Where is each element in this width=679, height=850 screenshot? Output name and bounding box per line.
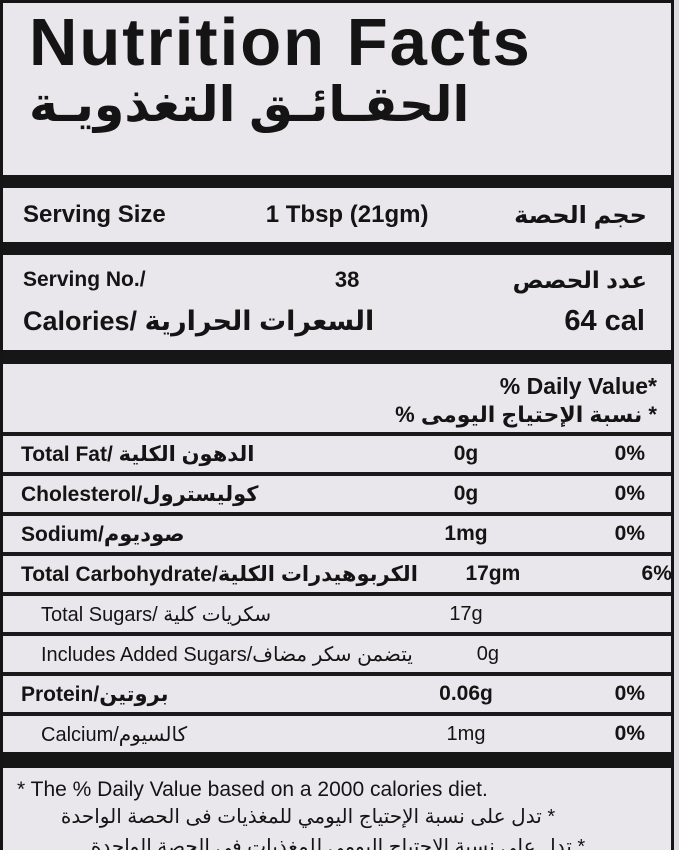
- nutrient-row-sodium: Sodium/صوديوم 1mg 0%: [3, 512, 671, 552]
- footnote-section: * The % Daily Value based on a 2000 calo…: [3, 768, 671, 850]
- divider-bar: [3, 350, 671, 364]
- nutrient-label: Calcium/كالسيوم: [41, 723, 188, 746]
- nutrient-amount: 0g: [453, 442, 479, 465]
- daily-value-header: % Daily Value* * نسبة الإحتياج اليومى %: [3, 364, 671, 432]
- nutrient-amount: 0g: [453, 482, 479, 505]
- nutrient-row-calcium: Calcium/كالسيوم 1mg 0%: [3, 712, 671, 752]
- nutrient-row-total-carbohydrate: Total Carbohydrate/الكربوهيدرات الكلية 1…: [3, 552, 672, 592]
- serving-no-row: Serving No./ 38 عدد الحصص: [3, 267, 671, 294]
- nutrient-label: Total Fat/ الدهون الكلية: [21, 442, 255, 466]
- nutrient-label: Cholesterol/كوليسترول: [21, 482, 259, 506]
- nutrient-amount: 0g: [476, 642, 499, 665]
- divider-bar: [3, 752, 671, 768]
- nutrient-row-total-sugars: Total Sugars/ سكريات كلية 17g: [3, 592, 671, 632]
- title-arabic: الحقـائـق التغذويـة: [29, 78, 470, 133]
- daily-value-header-en: % Daily Value*: [499, 373, 657, 399]
- nutrient-label: Includes Added Sugars/يتضمن سكر مضاف: [41, 643, 413, 666]
- nutrient-amount: 17g: [449, 602, 483, 625]
- divider-bar: [3, 242, 671, 255]
- serving-no-label-en: Serving No./: [23, 268, 146, 292]
- calories-value: 64 cal: [564, 305, 645, 338]
- nutrient-row-total-fat: Total Fat/ الدهون الكلية 0g 0%: [3, 432, 671, 472]
- nutrient-label: Total Carbohydrate/الكربوهيدرات الكلية: [21, 562, 418, 586]
- title-english: Nutrition Facts: [29, 5, 532, 80]
- nutrient-daily-value: 0%: [614, 722, 645, 745]
- nutrient-daily-value: 0%: [614, 522, 645, 545]
- nutrient-amount: 0.06g: [439, 682, 493, 705]
- label-header: Nutrition Facts الحقـائـق التغذويـة: [3, 3, 671, 175]
- calories-label: Calories/ السعرات الحرارية: [23, 306, 375, 337]
- nutrient-row-added-sugars: Includes Added Sugars/يتضمن سكر مضاف 0g: [3, 632, 671, 672]
- nutrient-daily-value: 6%: [641, 562, 672, 585]
- nutrient-amount: 1mg: [444, 522, 488, 545]
- nutrient-daily-value: 0%: [614, 482, 645, 505]
- nutrient-row-protein: Protein/بروتين 0.06g 0%: [3, 672, 671, 712]
- serving-no-calories-section: Serving No./ 38 عدد الحصص Calories/ السع…: [3, 255, 671, 350]
- nutrient-row-cholesterol: Cholesterol/كوليسترول 0g 0%: [3, 472, 671, 512]
- footnote-arabic: * تدل على نسبة الإحتياج اليومي للمغذيات …: [60, 806, 556, 829]
- nutrient-label: Total Sugars/ سكريات كلية: [41, 603, 272, 626]
- serving-no-value: 38: [334, 267, 360, 293]
- divider-bar: [3, 175, 671, 188]
- serving-size-label-ar: حجم الحصة: [514, 201, 647, 229]
- serving-no-label-ar: عدد الحصص: [512, 266, 647, 293]
- calories-row: Calories/ السعرات الحرارية 64 cal: [3, 305, 671, 338]
- nutrient-amount: 1mg: [446, 722, 486, 745]
- nutrient-label: Sodium/صوديوم: [21, 522, 185, 546]
- serving-size-label-en: Serving Size: [23, 201, 166, 228]
- nutrient-amount: 17gm: [465, 562, 521, 585]
- footnote-line-3-partial: * تدل على نسبة الإحتياج اليومي للمغذيات …: [90, 836, 586, 850]
- footnote-english: * The % Daily Value based on a 2000 calo…: [17, 778, 488, 801]
- serving-size-value: 1 Tbsp (21gm): [265, 201, 429, 228]
- serving-size-row: Serving Size 1 Tbsp (21gm) حجم الحصة: [3, 188, 671, 242]
- nutrient-label: Protein/بروتين: [21, 682, 169, 706]
- nutrient-daily-value: 0%: [614, 442, 645, 465]
- daily-value-header-ar: * نسبة الإحتياج اليومى %: [395, 401, 657, 427]
- nutrient-daily-value: 0%: [614, 682, 645, 705]
